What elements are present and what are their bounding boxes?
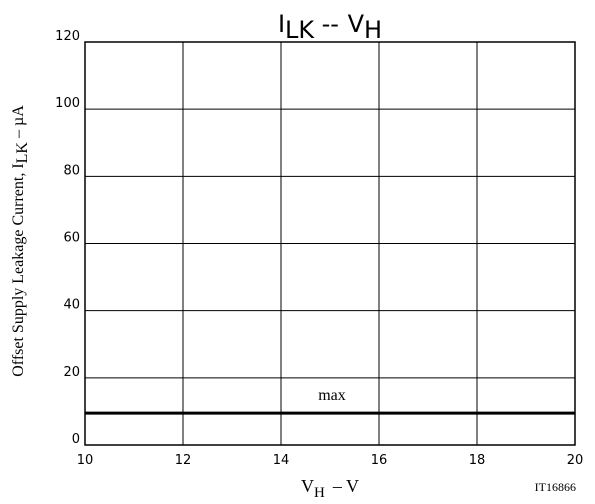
figure-code: IT16866 (535, 480, 576, 494)
x-tick-label: 16 (371, 453, 388, 468)
tick-labels: 10 12 14 16 18 20 0 20 40 60 80 100 120 (55, 29, 583, 468)
plot-frame (84, 41, 576, 446)
x-tick-label: 12 (175, 453, 192, 468)
series: max (85, 387, 575, 415)
x-tick-label: 20 (567, 453, 584, 468)
y-tick-label: 40 (63, 298, 80, 313)
x-tick-label: 10 (77, 453, 94, 468)
x-tick-label: 14 (273, 453, 290, 468)
y-tick-label: 100 (55, 96, 80, 111)
y-tick-label: 80 (63, 163, 80, 178)
y-axis-label: Offset Supply Leakage Current, ILK – µA (10, 105, 31, 377)
series-label: max (318, 387, 346, 404)
x-axis-label: VH – V (301, 476, 359, 501)
y-tick-label: 120 (55, 29, 80, 44)
chart-title: ILK -- VH (278, 10, 382, 44)
x-tick-label: 18 (469, 453, 486, 468)
y-tick-label: 60 (63, 231, 80, 246)
y-tick-label: 0 (72, 432, 80, 447)
y-tick-label: 20 (63, 365, 80, 380)
grid (84, 41, 576, 446)
